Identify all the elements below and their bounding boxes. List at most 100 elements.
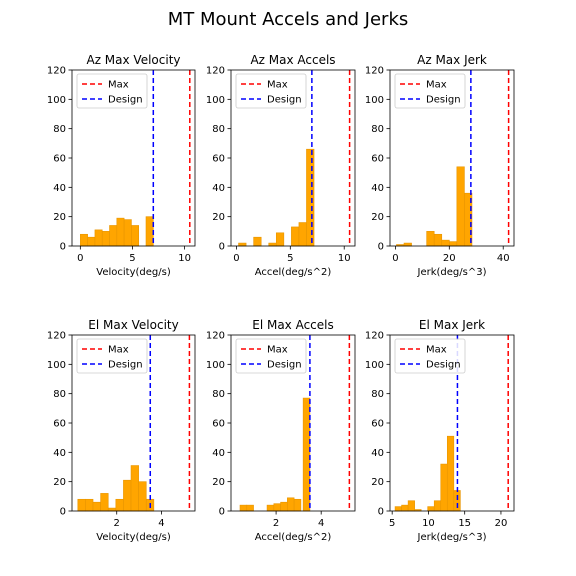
- histogram-bar: [449, 241, 458, 247]
- histogram-bar: [123, 219, 132, 247]
- histogram-bar: [115, 498, 124, 512]
- subplot-title: El Max Jerk: [419, 318, 485, 332]
- y-tick-label: 120: [206, 66, 225, 77]
- subplot-3: Az Max Jerk 0 20 40 60 80 100 120 0 20 40 Jerk(deg/…: [365, 53, 515, 278]
- legend: Max Design: [394, 73, 466, 109]
- histogram-bar: [401, 504, 409, 512]
- legend-label-max: Max: [426, 80, 447, 91]
- histogram-bar: [407, 500, 415, 512]
- y-tick-label: 0: [60, 242, 66, 253]
- histogram-bar: [433, 500, 442, 512]
- subplot-5: El Max Accels 0 20 40 60 80 100 120 2 4 Accel(deg/…: [206, 318, 356, 543]
- y-tick-label: 60: [53, 154, 66, 165]
- y-tick-label: 100: [47, 95, 66, 106]
- y-tick-label: 80: [371, 124, 384, 135]
- x-tick-label: 4: [318, 518, 324, 529]
- legend-label-design: Design: [108, 360, 143, 371]
- x-tick-label: 10: [422, 518, 435, 529]
- legend-label-design: Design: [267, 95, 302, 106]
- y-tick-label: 80: [212, 389, 225, 400]
- histogram-bar: [253, 236, 262, 247]
- x-axis-label: Velocity(deg/s): [96, 267, 171, 278]
- legend-label-max: Max: [108, 345, 129, 356]
- y-tick-label: 60: [371, 154, 384, 165]
- histogram-bar: [246, 504, 254, 512]
- histogram-bar: [100, 493, 109, 512]
- y-tick-label: 20: [53, 477, 66, 488]
- y-tick-label: 60: [53, 419, 66, 430]
- legend: Max Design: [235, 338, 307, 374]
- histogram-bar: [446, 435, 455, 512]
- x-tick-label: 20: [443, 253, 456, 264]
- y-tick-label: 100: [47, 360, 66, 371]
- x-tick-label: 10: [338, 253, 351, 264]
- histogram-bar: [107, 507, 117, 512]
- subplot-title: Az Max Velocity: [86, 53, 180, 67]
- histogram-bar: [394, 506, 402, 512]
- legend-label-design: Design: [426, 95, 461, 106]
- y-tick-label: 40: [212, 448, 225, 459]
- legend: Max Design: [394, 338, 466, 374]
- legend: Max Design: [76, 338, 148, 374]
- y-tick-label: 80: [53, 389, 66, 400]
- histogram-bar: [239, 504, 248, 512]
- legend: Max Design: [235, 73, 307, 109]
- histogram-bar: [94, 229, 103, 247]
- legend-label-design: Design: [426, 360, 461, 371]
- histogram-bar: [116, 217, 125, 247]
- histogram-bar: [440, 463, 448, 512]
- y-tick-label: 0: [60, 507, 66, 518]
- subplot-6: El Max Jerk 0 20 40 60 80 100 120 5 10 15 20 Jerk(de…: [365, 318, 515, 543]
- subplot-4: El Max Velocity 0 20 40 60 80 100 120 2 4 Velocity…: [47, 318, 196, 543]
- y-tick-label: 20: [371, 212, 384, 223]
- histogram-bar: [273, 503, 281, 512]
- histogram-bar: [131, 225, 140, 247]
- x-tick-label: 15: [458, 518, 471, 529]
- y-tick-label: 60: [212, 419, 225, 430]
- histogram-bar: [80, 233, 88, 247]
- y-tick-label: 20: [212, 212, 225, 223]
- y-tick-label: 40: [371, 448, 384, 459]
- x-tick-label: 5: [129, 253, 135, 264]
- histogram-bar: [92, 501, 101, 512]
- histogram-bar: [138, 481, 147, 512]
- x-tick-label: 4: [158, 518, 164, 529]
- x-tick-label: 0: [77, 253, 83, 264]
- subplot-2: Az Max Accels 0 20 40 60 80 100 120 0 5 10 Accel(de…: [206, 53, 356, 278]
- x-tick-label: 40: [497, 253, 510, 264]
- histogram-bar: [130, 465, 139, 512]
- y-tick-label: 40: [53, 183, 66, 194]
- x-tick-label: 20: [495, 518, 508, 529]
- subplot-title: Az Max Accels: [250, 53, 335, 67]
- y-tick-label: 20: [212, 477, 225, 488]
- y-tick-label: 40: [53, 448, 66, 459]
- histogram-bar: [306, 148, 315, 247]
- histogram-bar: [280, 501, 288, 512]
- histogram-bar: [275, 232, 285, 247]
- histogram-bar: [426, 231, 435, 247]
- histogram-bar: [287, 497, 295, 512]
- subplot-title: El Max Velocity: [88, 318, 178, 332]
- x-tick-label: 2: [114, 518, 120, 529]
- y-tick-label: 0: [219, 507, 225, 518]
- y-tick-label: 100: [365, 360, 384, 371]
- x-axis-label: Jerk(deg/s^3): [417, 267, 487, 278]
- x-axis-label: Jerk(deg/s^3): [417, 532, 487, 543]
- y-tick-label: 40: [371, 183, 384, 194]
- x-axis-label: Accel(deg/s^2): [255, 267, 332, 278]
- legend: Max Design: [76, 73, 148, 109]
- y-tick-label: 120: [365, 331, 384, 342]
- y-tick-label: 100: [206, 95, 225, 106]
- histogram-bar: [87, 236, 96, 247]
- histogram-bar: [403, 242, 412, 247]
- legend-label-max: Max: [426, 345, 447, 356]
- legend-label-design: Design: [267, 360, 302, 371]
- y-tick-label: 80: [371, 389, 384, 400]
- x-tick-label: 0: [392, 253, 398, 264]
- x-tick-label: 5: [287, 253, 293, 264]
- x-axis-label: Velocity(deg/s): [96, 532, 171, 543]
- y-tick-label: 120: [365, 66, 384, 77]
- y-tick-label: 0: [378, 242, 384, 253]
